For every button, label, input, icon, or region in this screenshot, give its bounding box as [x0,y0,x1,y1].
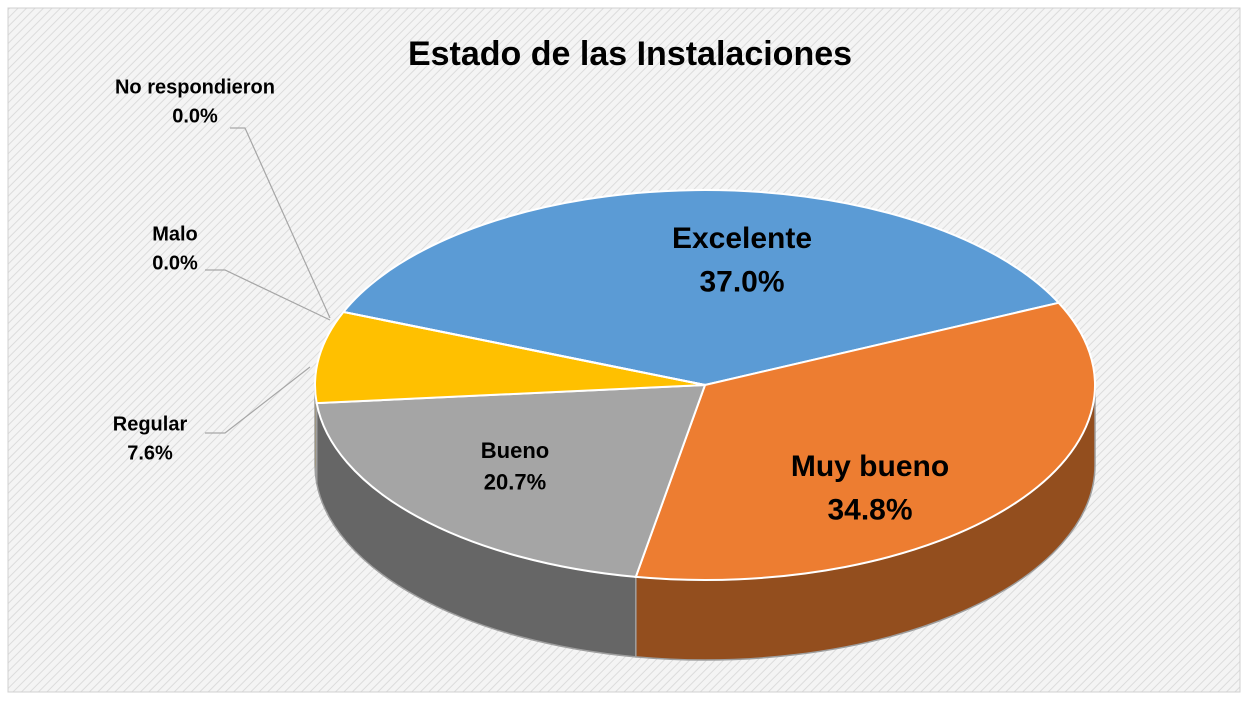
pie-slice [314,310,706,405]
data-label-name: Malo [152,223,198,245]
data-label-name: Muy bueno [791,450,949,483]
chart-title: Estado de las Instalaciones [408,35,852,73]
data-label-name: Excelente [672,222,812,255]
pie-slice [634,301,1096,581]
leader-line [205,366,311,434]
data-label-name: No respondieron [115,76,275,98]
data-label-value: 0.0% [172,105,218,127]
pie-slice [315,383,707,578]
data-label-value: 7.6% [127,442,173,464]
leader-line [230,127,331,319]
data-label-value: 34.8% [827,493,912,526]
data-label-name: Regular [113,413,188,435]
data-label-value: 0.0% [152,252,198,274]
leader-line [205,269,331,321]
data-label-name: Bueno [481,438,549,463]
data-label-value: 20.7% [484,470,546,495]
pie-slice [341,189,1061,387]
pie [314,189,1096,661]
data-label-value: 37.0% [699,265,784,298]
